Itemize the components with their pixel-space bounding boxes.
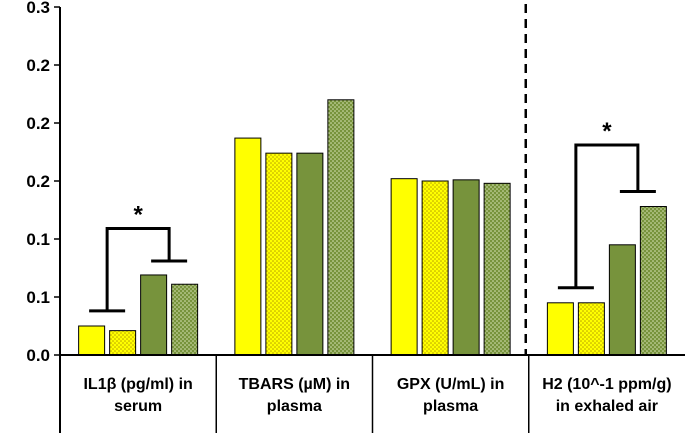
bracket-line: [105, 227, 171, 311]
category-label: IL1β (pg/ml) in: [83, 376, 192, 393]
y-tick-label: 0.0: [26, 346, 50, 365]
category-label: GPX (U/mL) in: [397, 376, 505, 393]
y-tick-label: 0.1: [26, 288, 50, 307]
bar-series-2: [109, 330, 137, 356]
category-label: in exhaled air: [556, 398, 658, 415]
bar-series-4: [483, 182, 511, 356]
bar-series-3: [140, 274, 168, 356]
bar-series-2: [265, 152, 293, 356]
category-label: plasma: [267, 398, 322, 415]
bar-series-2: [421, 180, 449, 356]
bar-series-4: [639, 206, 667, 356]
category-label: serum: [114, 398, 162, 415]
axes: [59, 4, 685, 433]
significance-brackets: **: [89, 118, 656, 313]
bar-series-2: [577, 302, 605, 356]
significance-label: *: [602, 118, 612, 145]
category-label: H2 (10^-1 ppm/g): [542, 376, 671, 393]
bar-series-1: [234, 137, 262, 356]
bar-series-1: [546, 302, 574, 356]
y-tick-label: 0.1: [26, 230, 50, 249]
y-tick-label: 0.2: [26, 114, 50, 133]
bars: [78, 99, 667, 356]
category-labels: IL1β (pg/ml) in serum TBARS (µM) in plasma G…: [83, 376, 671, 415]
bar-series-1: [78, 325, 106, 356]
y-axis-ticks: 0.0 0.1 0.1 0.2 0.2 0.2 0.3: [26, 0, 60, 365]
y-tick-label: 0.2: [26, 172, 50, 191]
bar-series-4: [171, 283, 199, 356]
y-tick-label: 0.3: [26, 0, 50, 17]
y-tick-label: 0.2: [26, 56, 50, 75]
bracket-line: [574, 143, 640, 288]
bar-series-3: [296, 152, 324, 356]
bar-series-3: [452, 179, 480, 356]
category-label: TBARS (µM) in: [239, 376, 350, 393]
bar-series-3: [608, 244, 636, 356]
category-label: plasma: [423, 398, 478, 415]
bar-series-1: [390, 178, 418, 356]
bar-series-4: [327, 99, 355, 356]
significance-label: *: [133, 202, 143, 229]
